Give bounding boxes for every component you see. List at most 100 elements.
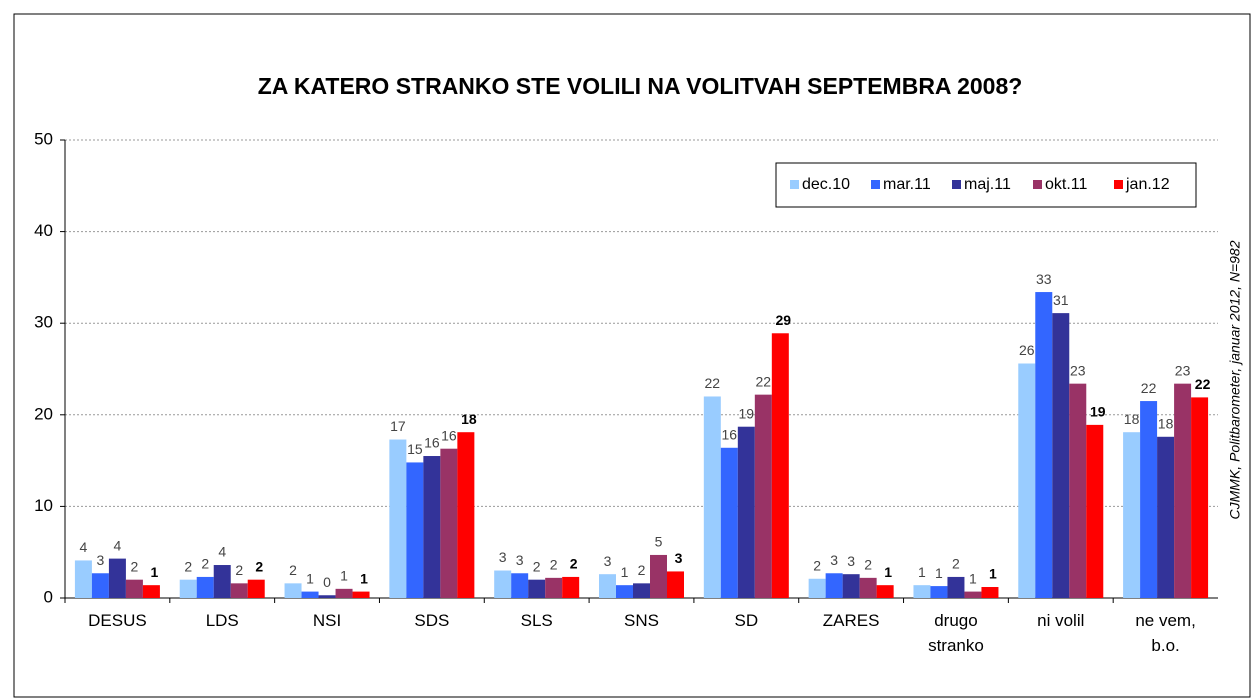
bar bbox=[981, 587, 999, 598]
value-label: 1 bbox=[884, 564, 892, 580]
bar bbox=[196, 576, 214, 598]
bar bbox=[1174, 383, 1192, 598]
bar bbox=[1018, 363, 1036, 598]
value-label: 22 bbox=[756, 373, 772, 389]
x-tick-label: SDS bbox=[414, 611, 449, 630]
legend-label: mar.11 bbox=[883, 176, 931, 193]
bar bbox=[1191, 397, 1209, 598]
legend-label: maj.11 bbox=[964, 176, 1011, 193]
value-label: 1 bbox=[621, 564, 629, 580]
bar bbox=[562, 576, 580, 598]
bar bbox=[842, 574, 860, 598]
value-label: 3 bbox=[847, 553, 855, 569]
value-label: 2 bbox=[952, 556, 960, 572]
x-tick-label: SNS bbox=[624, 611, 659, 630]
value-label: 16 bbox=[722, 426, 738, 442]
bar bbox=[213, 565, 231, 598]
bar bbox=[650, 554, 667, 598]
value-label: 22 bbox=[1141, 380, 1157, 396]
value-label: 15 bbox=[407, 441, 423, 457]
value-label: 1 bbox=[306, 570, 314, 586]
legend-label: dec.10 bbox=[802, 176, 850, 193]
bar bbox=[318, 595, 336, 598]
value-label: 1 bbox=[151, 564, 159, 580]
value-label: 2 bbox=[289, 562, 297, 578]
value-label: 2 bbox=[131, 558, 139, 574]
legend-label: jan.12 bbox=[1125, 176, 1170, 193]
value-label: 4 bbox=[80, 539, 88, 555]
x-tick-label: SLS bbox=[521, 611, 553, 630]
bar bbox=[1157, 436, 1175, 598]
y-tick-label: 50 bbox=[34, 129, 53, 148]
bar bbox=[1069, 383, 1087, 598]
y-tick-label: 20 bbox=[34, 404, 53, 423]
bar bbox=[284, 583, 302, 598]
legend-swatch bbox=[790, 180, 799, 189]
value-label: 1 bbox=[969, 570, 977, 586]
x-tick-label: SD bbox=[735, 611, 759, 630]
x-tick-label: drugo stranko bbox=[928, 611, 984, 655]
value-label: 2 bbox=[235, 562, 243, 578]
bar bbox=[599, 574, 616, 598]
value-label: 19 bbox=[1090, 404, 1106, 420]
value-label: 2 bbox=[864, 557, 872, 573]
legend-swatch bbox=[1033, 180, 1042, 189]
value-label: 18 bbox=[1124, 411, 1140, 427]
value-label: 22 bbox=[705, 375, 721, 391]
bar bbox=[720, 447, 738, 598]
chart-title: ZA KATERO STRANKO STE VOLILI NA VOLITVAH… bbox=[258, 73, 1023, 99]
legend-swatch bbox=[952, 180, 961, 189]
x-tick-label: ZARES bbox=[823, 611, 880, 630]
value-label: 23 bbox=[1070, 362, 1086, 378]
value-label: 1 bbox=[989, 566, 997, 582]
bar bbox=[1086, 424, 1104, 598]
bar bbox=[1123, 432, 1141, 598]
value-label: 2 bbox=[550, 557, 558, 573]
bar bbox=[74, 560, 92, 598]
value-label: 18 bbox=[1158, 415, 1174, 431]
value-label: 3 bbox=[675, 550, 683, 566]
value-label: 22 bbox=[1195, 376, 1211, 392]
legend-swatch bbox=[1114, 180, 1123, 189]
value-label: 1 bbox=[918, 564, 926, 580]
value-label: 4 bbox=[218, 544, 226, 560]
bar bbox=[247, 579, 265, 598]
bar bbox=[964, 591, 982, 598]
bar bbox=[930, 586, 948, 598]
value-label: 1 bbox=[935, 565, 943, 581]
value-label: 2 bbox=[255, 558, 263, 574]
value-label: 19 bbox=[739, 405, 755, 421]
value-label: 29 bbox=[776, 312, 792, 328]
value-label: 5 bbox=[655, 534, 663, 550]
bar bbox=[859, 577, 877, 598]
source-note: CJMMK, Politbarometer, januar 2012, N=98… bbox=[1227, 240, 1243, 519]
y-tick-label: 40 bbox=[34, 221, 53, 240]
bar bbox=[108, 558, 126, 598]
bar bbox=[1140, 401, 1158, 598]
value-label: 23 bbox=[1175, 362, 1191, 378]
bar bbox=[230, 583, 248, 598]
value-label: 26 bbox=[1019, 342, 1035, 358]
bar bbox=[440, 448, 458, 598]
value-label: 17 bbox=[390, 418, 406, 434]
bar bbox=[616, 585, 633, 598]
bar bbox=[335, 588, 353, 598]
value-label: 2 bbox=[570, 556, 578, 572]
value-label: 3 bbox=[516, 552, 524, 568]
value-label: 0 bbox=[323, 574, 331, 590]
bar bbox=[91, 573, 109, 598]
value-label: 2 bbox=[184, 558, 192, 574]
bar bbox=[423, 456, 441, 598]
value-label: 18 bbox=[461, 411, 477, 427]
value-label: 3 bbox=[830, 552, 838, 568]
value-label: 3 bbox=[97, 552, 105, 568]
value-label: 2 bbox=[201, 556, 209, 572]
bar bbox=[771, 333, 789, 598]
value-label: 4 bbox=[114, 537, 122, 553]
value-label: 3 bbox=[499, 549, 507, 565]
bar bbox=[406, 462, 424, 598]
x-tick-label: ni volil bbox=[1037, 611, 1084, 630]
x-tick-label: NSI bbox=[313, 611, 341, 630]
bar bbox=[528, 579, 546, 598]
